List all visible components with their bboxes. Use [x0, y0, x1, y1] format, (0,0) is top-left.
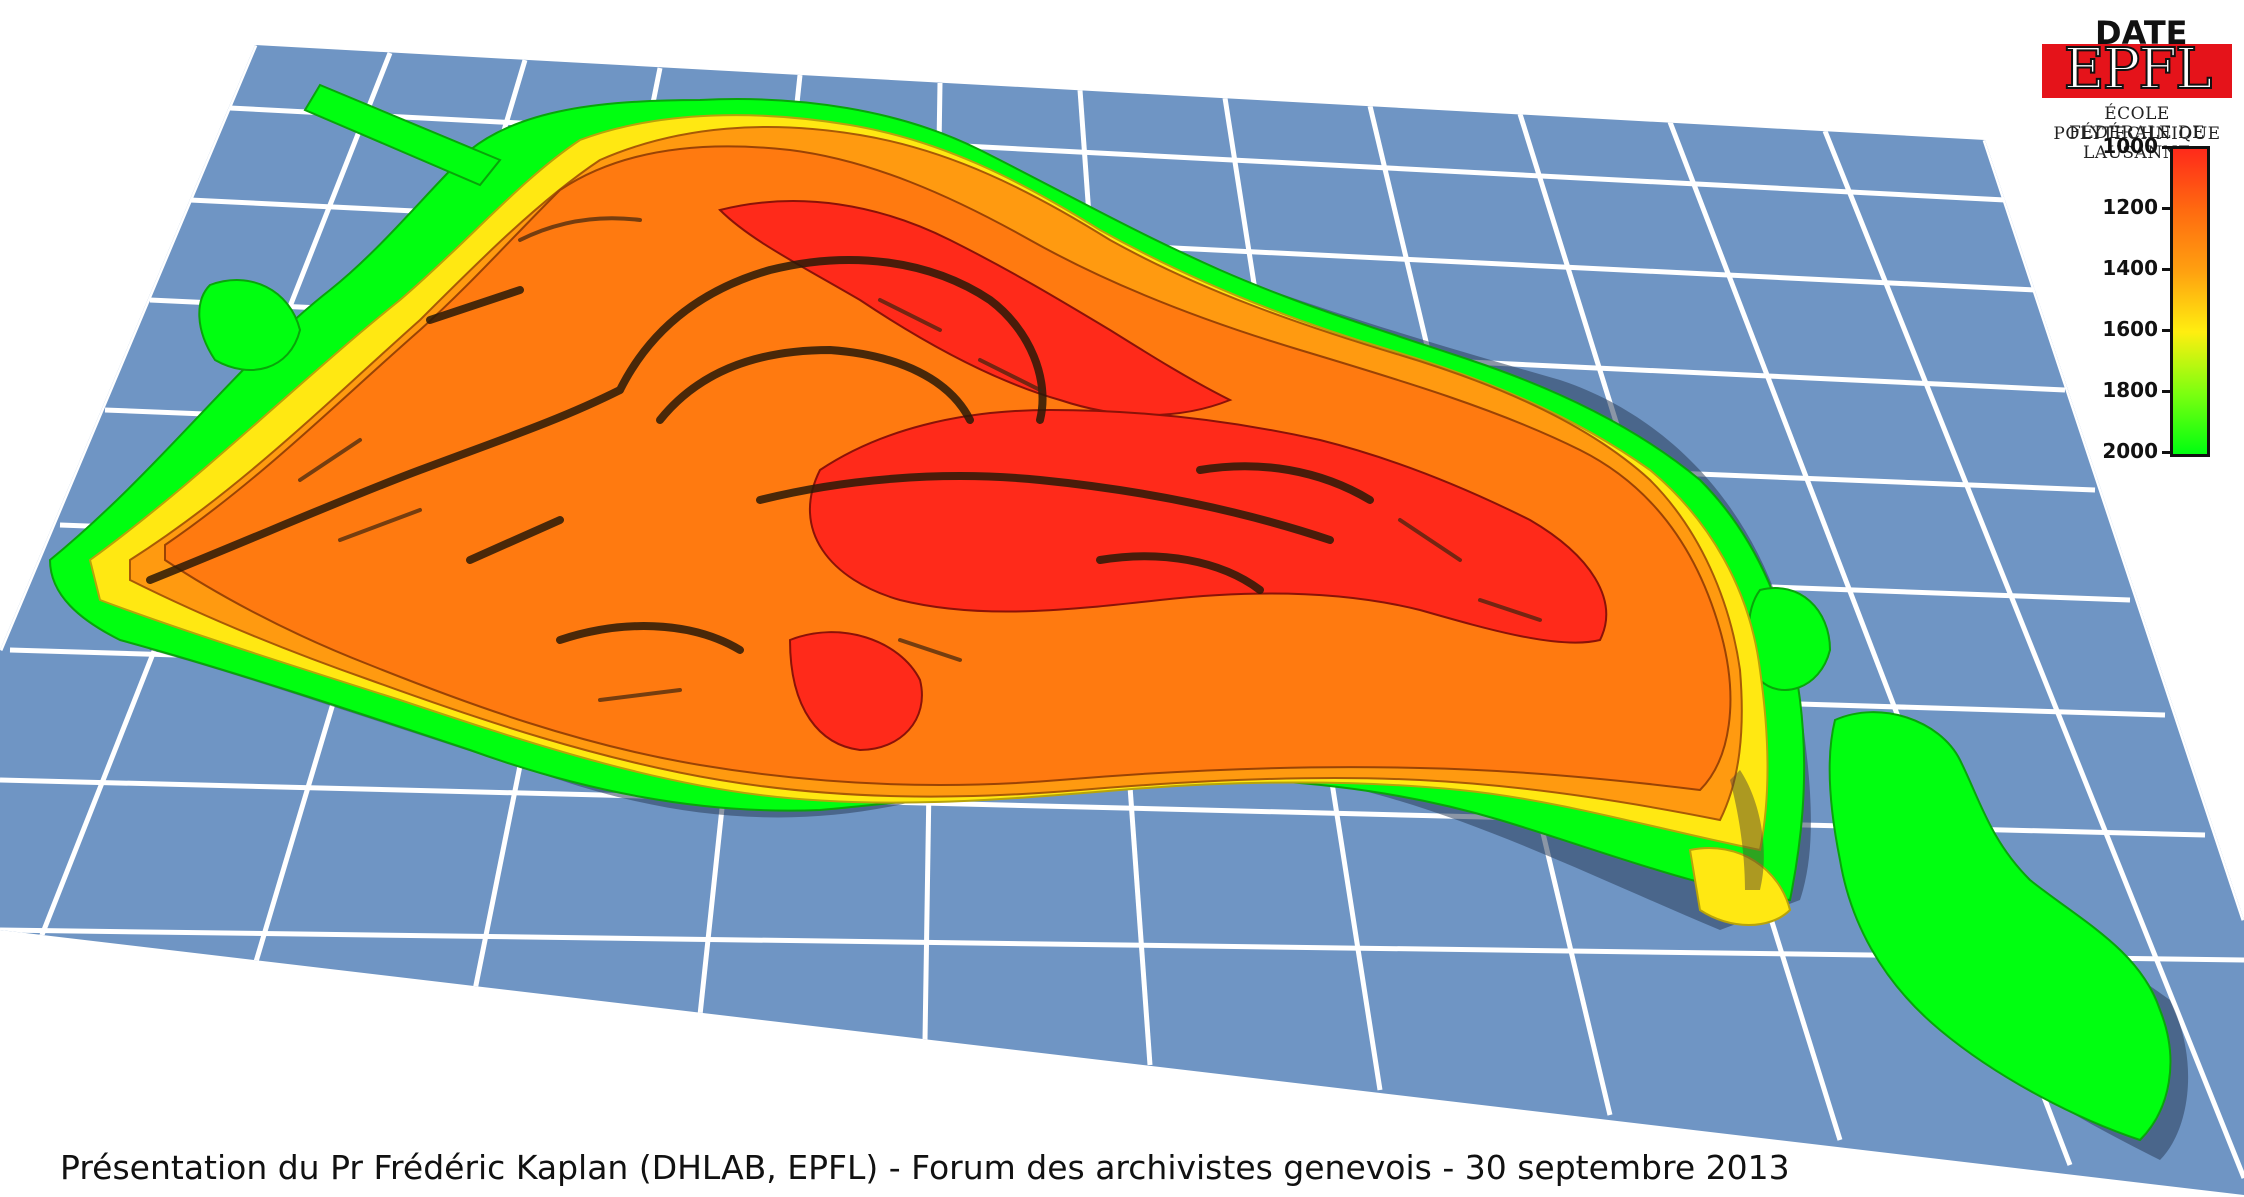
- epfl-logo: EPFL ÉCOLE POLYTECHNIQUE FÉDÉRALE DE LAU…: [2036, 18, 2238, 163]
- legend-tick-1000: 1000: [2094, 134, 2172, 158]
- legend-tick-1400: 1400: [2094, 256, 2172, 280]
- legend-tick-1200: 1200: [2094, 195, 2172, 219]
- epfl-logo-mark: EPFL: [2063, 37, 2214, 102]
- inner-lagoon: [1730, 770, 1764, 890]
- canals-fine: [298, 216, 1542, 702]
- legend-tick-2000: 2000: [2094, 439, 2172, 463]
- legend-tick-1800: 1800: [2094, 378, 2172, 402]
- presentation-caption: Présentation du Pr Frédéric Kaplan (DHLA…: [60, 1148, 1790, 1187]
- legend-tick-1600: 1600: [2094, 317, 2172, 341]
- legend-color-bar: [2170, 146, 2210, 457]
- canals: [146, 256, 1374, 654]
- epfl-logo-bar: [2042, 44, 2232, 98]
- epfl-logo-line1: ÉCOLE POLYTECHNIQUE: [2053, 104, 2221, 144]
- layer-1000: [718, 200, 1608, 752]
